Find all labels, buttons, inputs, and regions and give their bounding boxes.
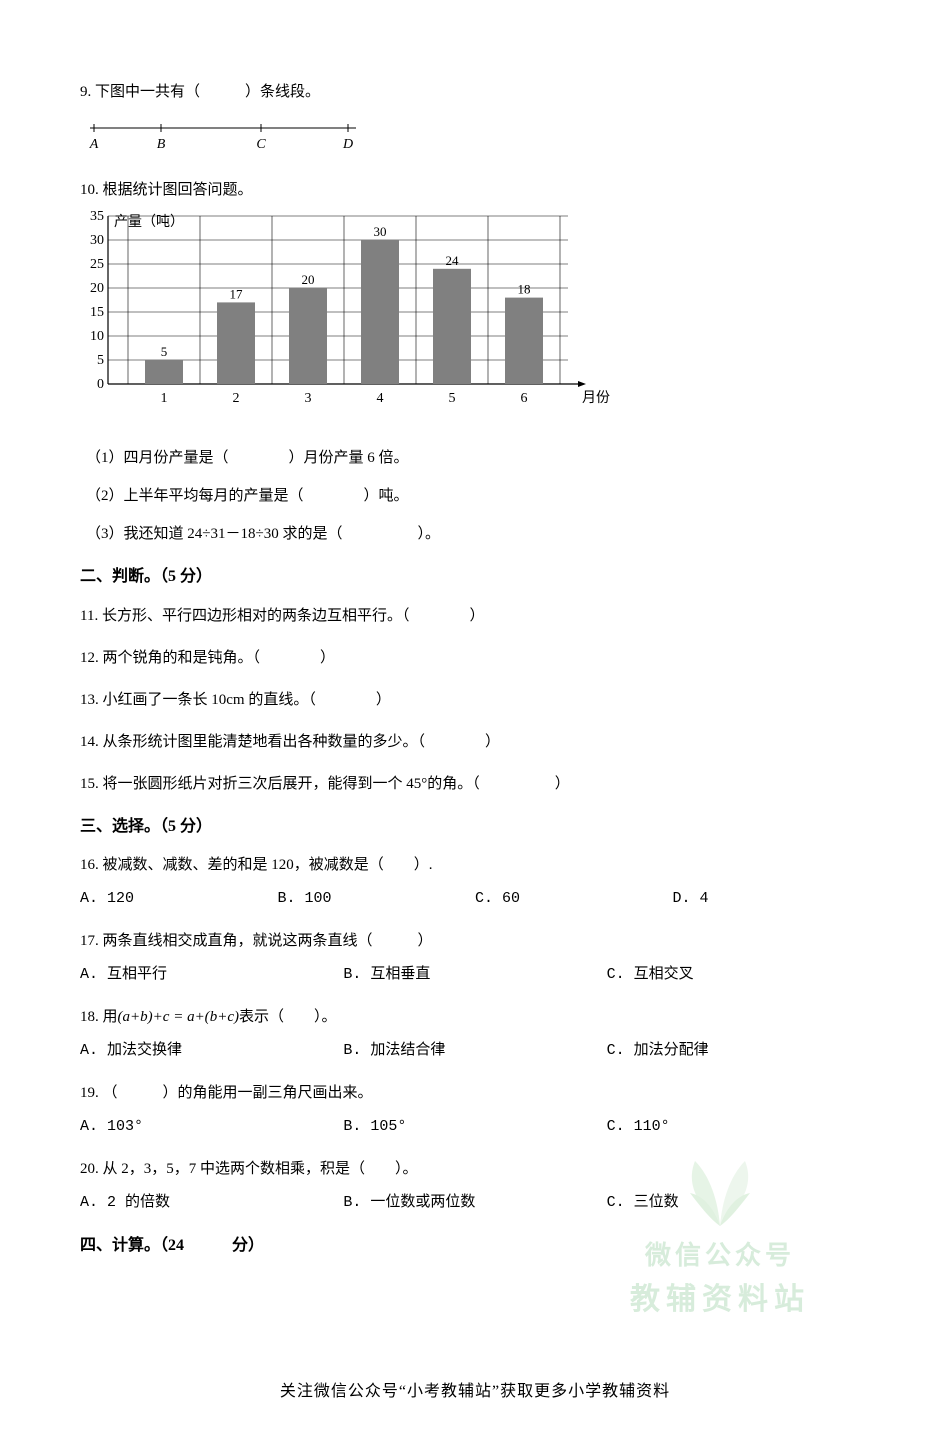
- q17-opt-b: B. 互相垂直: [343, 963, 606, 987]
- question-9: 9. 下图中一共有（ ）条线段。 A B C D: [80, 80, 870, 160]
- svg-text:30: 30: [374, 224, 387, 239]
- q10-sub3: （3）我还知道 24÷31－18÷30 求的是（ ）。: [86, 522, 870, 546]
- question-12: 12. 两个锐角的和是钝角。（ ）: [80, 646, 870, 670]
- q18-opt-c: C. 加法分配律: [607, 1039, 870, 1063]
- q17-opt-a: A. 互相平行: [80, 963, 343, 987]
- q20-opt-a: A. 2 的倍数: [80, 1191, 343, 1215]
- q16-opt-d: D. 4: [673, 887, 871, 911]
- svg-text:25: 25: [90, 257, 104, 272]
- q10-text: 10. 根据统计图回答问题。: [80, 178, 870, 202]
- q20-opt-b: B. 一位数或两位数: [343, 1191, 606, 1215]
- q9-text: 9. 下图中一共有（ ）条线段。: [80, 80, 870, 104]
- q20-opt-c: C. 三位数: [607, 1191, 870, 1215]
- q18-options: A. 加法交换律 B. 加法结合律 C. 加法分配律: [80, 1039, 870, 1063]
- q10-bar-chart: 产量（吨） 0 5 10 15 20 25 30 35 5 1 17 2 20 3 30 4 24 5 18 6 月份: [80, 210, 870, 428]
- svg-text:20: 20: [302, 272, 315, 287]
- q17-text: 17. 两条直线相交成直角，就说这两条直线（ ）: [80, 929, 870, 953]
- q19-options: A. 103° B. 105° C. 110°: [80, 1115, 870, 1139]
- question-17: 17. 两条直线相交成直角，就说这两条直线（ ） A. 互相平行 B. 互相垂直…: [80, 929, 870, 987]
- question-20: 20. 从 2，3，5，7 中选两个数相乘，积是（ ）。 A. 2 的倍数 B.…: [80, 1157, 870, 1215]
- svg-text:2: 2: [233, 391, 240, 406]
- svg-text:15: 15: [90, 305, 104, 320]
- svg-text:4: 4: [377, 391, 384, 406]
- page-footer: 关注微信公众号“小考教辅站”获取更多小学教辅资料: [80, 1379, 870, 1405]
- question-11: 11. 长方形、平行四边形相对的两条边互相平行。（ ）: [80, 604, 870, 628]
- q18-suffix: 表示（ ）。: [239, 1009, 337, 1025]
- svg-text:A: A: [89, 137, 99, 152]
- svg-text:10: 10: [90, 329, 104, 344]
- question-15: 15. 将一张圆形纸片对折三次后展开，能得到一个 45°的角。（ ）: [80, 772, 870, 796]
- svg-text:18: 18: [518, 282, 531, 297]
- question-14: 14. 从条形统计图里能清楚地看出各种数量的多少。（ ）: [80, 730, 870, 754]
- question-19: 19. （ ）的角能用一副三角尺画出来。 A. 103° B. 105° C. …: [80, 1081, 870, 1139]
- svg-text:月份: 月份: [582, 390, 610, 406]
- q20-text: 20. 从 2，3，5，7 中选两个数相乘，积是（ ）。: [80, 1157, 870, 1181]
- q16-opt-a: A. 120: [80, 887, 278, 911]
- q10-sub1: （1）四月份产量是（ ）月份产量 6 倍。: [86, 446, 870, 470]
- svg-text:20: 20: [90, 281, 104, 296]
- q18-text: 18. 用(a+b)+c = a+(b+c)表示（ ）。: [80, 1005, 870, 1029]
- section-4-title: 四、计算。（24 分）: [80, 1233, 870, 1259]
- svg-text:3: 3: [305, 391, 312, 406]
- svg-text:D: D: [342, 137, 353, 152]
- svg-text:35: 35: [90, 210, 104, 224]
- svg-text:1: 1: [161, 391, 168, 406]
- q18-expression: (a+b)+c = a+(b+c): [118, 1009, 239, 1025]
- svg-text:0: 0: [97, 377, 104, 392]
- section-2-title: 二、判断。（5 分）: [80, 564, 870, 590]
- q19-opt-b: B. 105°: [343, 1115, 606, 1139]
- q16-options: A. 120 B. 100 C. 60 D. 4: [80, 887, 870, 911]
- svg-text:24: 24: [446, 253, 460, 268]
- q19-text: 19. （ ）的角能用一副三角尺画出来。: [80, 1081, 870, 1105]
- q16-opt-b: B. 100: [278, 887, 476, 911]
- q16-opt-c: C. 60: [475, 887, 673, 911]
- question-10: 10. 根据统计图回答问题。 产量（吨）05101520253035511722…: [80, 178, 870, 546]
- q9-line-diagram: A B C D: [86, 118, 870, 160]
- q17-opt-c: C. 互相交叉: [607, 963, 870, 987]
- q17-options: A. 互相平行 B. 互相垂直 C. 互相交叉: [80, 963, 870, 987]
- q18-opt-b: B. 加法结合律: [343, 1039, 606, 1063]
- svg-text:B: B: [157, 137, 166, 152]
- svg-text:17: 17: [230, 286, 244, 301]
- svg-text:5: 5: [449, 391, 456, 406]
- q18-prefix: 18. 用: [80, 1009, 118, 1025]
- svg-text:6: 6: [521, 391, 528, 406]
- question-13: 13. 小红画了一条长 10cm 的直线。（ ）: [80, 688, 870, 712]
- question-18: 18. 用(a+b)+c = a+(b+c)表示（ ）。 A. 加法交换律 B.…: [80, 1005, 870, 1063]
- q20-options: A. 2 的倍数 B. 一位数或两位数 C. 三位数: [80, 1191, 870, 1215]
- svg-text:产量（吨）: 产量（吨）: [114, 214, 184, 230]
- q19-opt-c: C. 110°: [607, 1115, 870, 1139]
- svg-text:30: 30: [90, 233, 104, 248]
- q19-opt-a: A. 103°: [80, 1115, 343, 1139]
- svg-text:5: 5: [161, 344, 168, 359]
- watermark-line2: 教辅资料站: [630, 1276, 810, 1324]
- q10-sub2: （2）上半年平均每月的产量是（ ）吨。: [86, 484, 870, 508]
- q16-text: 16. 被减数、减数、差的和是 120，被减数是（ ）.: [80, 853, 870, 877]
- question-16: 16. 被减数、减数、差的和是 120，被减数是（ ）. A. 120 B. 1…: [80, 853, 870, 911]
- svg-text:5: 5: [97, 353, 104, 368]
- section-3-title: 三、选择。（5 分）: [80, 814, 870, 840]
- q18-opt-a: A. 加法交换律: [80, 1039, 343, 1063]
- svg-text:C: C: [256, 137, 266, 152]
